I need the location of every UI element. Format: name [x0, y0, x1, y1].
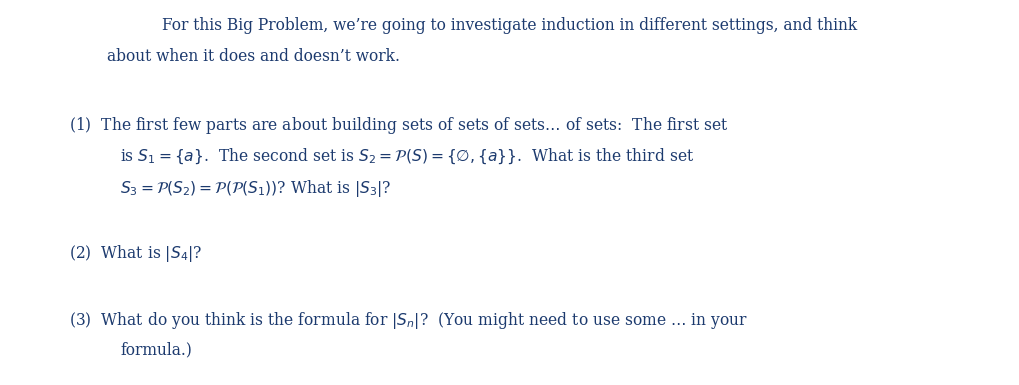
- Text: is $S_1 = \{a\}$.  The second set is $S_2 = \mathcal{P}(S) = \{\emptyset, \{a\}\: is $S_1 = \{a\}$. The second set is $S_2…: [120, 147, 694, 166]
- Text: $S_3 = \mathcal{P}(S_2) = \mathcal{P}(\mathcal{P}(S_1))$? What is $|S_3|$?: $S_3 = \mathcal{P}(S_2) = \mathcal{P}(\m…: [120, 178, 391, 199]
- Text: (1)  The first few parts are about building sets of sets of sets$\ldots$ of sets: (1) The first few parts are about buildi…: [69, 116, 729, 137]
- Text: about when it does and doesn’t work.: about when it does and doesn’t work.: [107, 48, 399, 65]
- Text: (3)  What do you think is the formula for $|S_n|$?  (You might need to use some : (3) What do you think is the formula for…: [69, 310, 748, 331]
- Text: formula.): formula.): [120, 341, 192, 358]
- Text: For this Big Problem, we’re going to investigate induction in different settings: For this Big Problem, we’re going to inv…: [162, 17, 857, 34]
- Text: (2)  What is $|S_4|$?: (2) What is $|S_4|$?: [69, 243, 203, 264]
